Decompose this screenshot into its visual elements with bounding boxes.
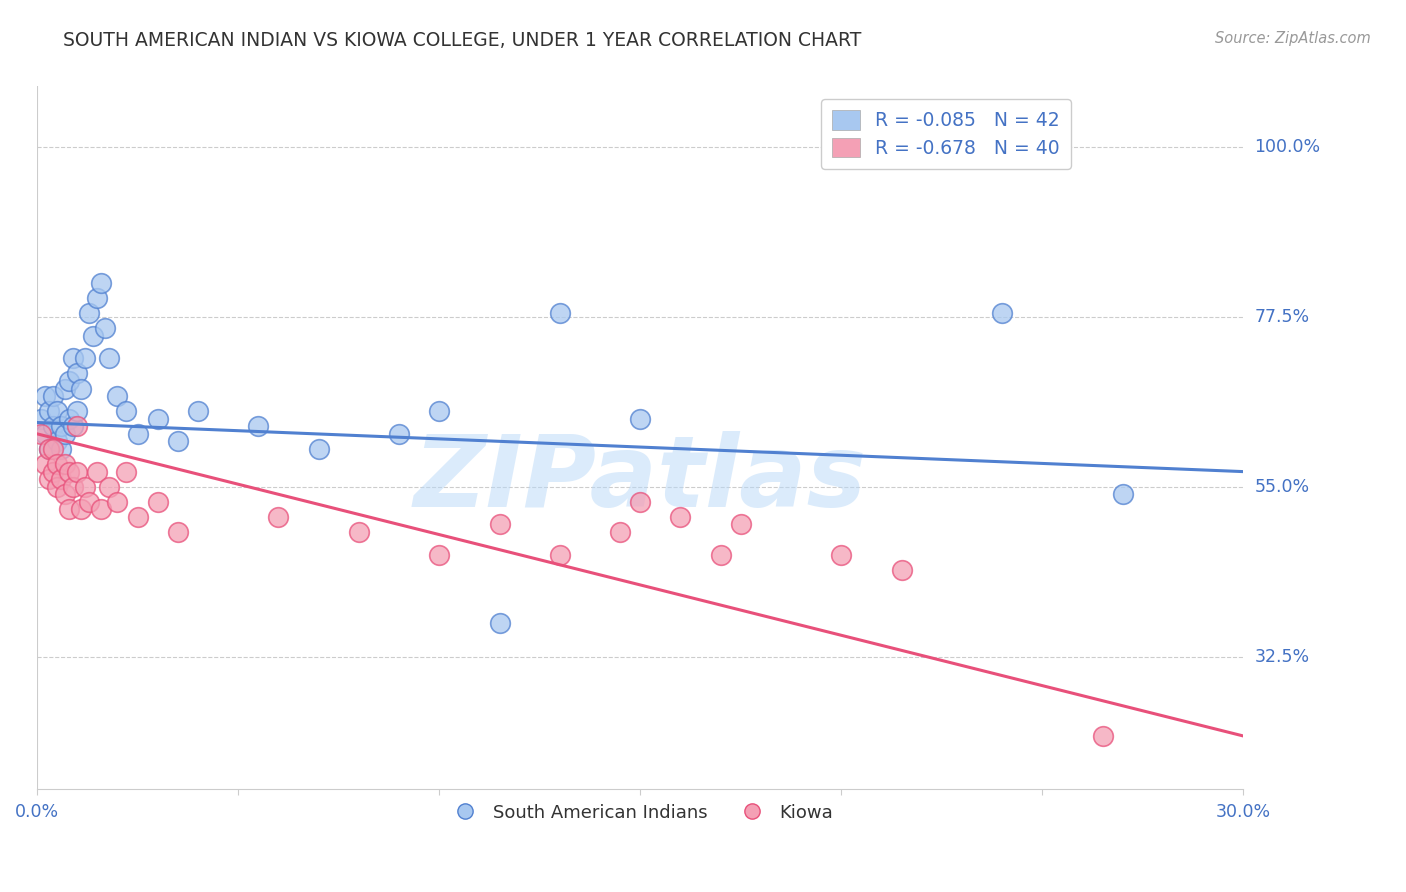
Point <box>79 306 101 320</box>
Point <box>58 374 80 388</box>
Point <box>107 495 129 509</box>
Point <box>488 517 510 532</box>
Point <box>66 465 89 479</box>
Point <box>609 524 631 539</box>
Point <box>58 465 80 479</box>
Point <box>53 487 76 501</box>
Point <box>114 404 136 418</box>
Text: SOUTH AMERICAN INDIAN VS KIOWA COLLEGE, UNDER 1 YEAR CORRELATION CHART: SOUTH AMERICAN INDIAN VS KIOWA COLLEGE, … <box>63 31 862 50</box>
Point <box>127 426 149 441</box>
Point <box>38 442 60 456</box>
Point <box>548 548 571 562</box>
Point <box>53 382 76 396</box>
Point <box>628 411 651 425</box>
Text: 32.5%: 32.5% <box>1254 648 1310 665</box>
Point <box>42 465 65 479</box>
Point <box>34 389 56 403</box>
Point <box>991 306 1014 320</box>
Point <box>53 457 76 471</box>
Point <box>51 442 73 456</box>
Text: ZIPatlas: ZIPatlas <box>413 431 868 528</box>
Point <box>890 563 912 577</box>
Point <box>46 404 69 418</box>
Point <box>82 328 104 343</box>
Point <box>146 495 169 509</box>
Point <box>1091 729 1114 743</box>
Point <box>46 434 69 449</box>
Point <box>187 404 209 418</box>
Point <box>51 472 73 486</box>
Point <box>488 615 510 630</box>
Point <box>75 351 97 366</box>
Point <box>70 502 93 516</box>
Point <box>42 389 65 403</box>
Point <box>62 351 84 366</box>
Point <box>90 276 112 290</box>
Point <box>53 426 76 441</box>
Point <box>427 404 450 418</box>
Point <box>86 291 108 305</box>
Point <box>86 465 108 479</box>
Point <box>51 419 73 434</box>
Point <box>70 382 93 396</box>
Point <box>98 351 121 366</box>
Point <box>114 465 136 479</box>
Point <box>628 495 651 509</box>
Point <box>42 419 65 434</box>
Text: 100.0%: 100.0% <box>1254 137 1320 156</box>
Point <box>38 442 60 456</box>
Point <box>247 419 270 434</box>
Point <box>34 426 56 441</box>
Point <box>146 411 169 425</box>
Point <box>388 426 411 441</box>
Point <box>347 524 370 539</box>
Point <box>66 419 89 434</box>
Point <box>166 434 188 449</box>
Point <box>58 502 80 516</box>
Point <box>38 472 60 486</box>
Point <box>58 411 80 425</box>
Point <box>730 517 752 532</box>
Point <box>62 480 84 494</box>
Text: 77.5%: 77.5% <box>1254 308 1310 326</box>
Text: 55.0%: 55.0% <box>1254 478 1310 496</box>
Point <box>107 389 129 403</box>
Point <box>710 548 733 562</box>
Point <box>98 480 121 494</box>
Point <box>79 495 101 509</box>
Point <box>46 457 69 471</box>
Point <box>42 442 65 456</box>
Point <box>127 510 149 524</box>
Point <box>66 404 89 418</box>
Point <box>669 510 692 524</box>
Point <box>30 426 52 441</box>
Point <box>75 480 97 494</box>
Point <box>90 502 112 516</box>
Point <box>94 321 117 335</box>
Point <box>548 306 571 320</box>
Point <box>66 367 89 381</box>
Point <box>830 548 852 562</box>
Point <box>38 404 60 418</box>
Point <box>427 548 450 562</box>
Legend: South American Indians, Kiowa: South American Indians, Kiowa <box>440 797 841 829</box>
Point <box>308 442 330 456</box>
Point <box>166 524 188 539</box>
Point <box>62 419 84 434</box>
Point <box>30 411 52 425</box>
Point <box>267 510 290 524</box>
Point <box>46 480 69 494</box>
Point <box>1112 487 1135 501</box>
Text: Source: ZipAtlas.com: Source: ZipAtlas.com <box>1215 31 1371 46</box>
Point <box>34 457 56 471</box>
